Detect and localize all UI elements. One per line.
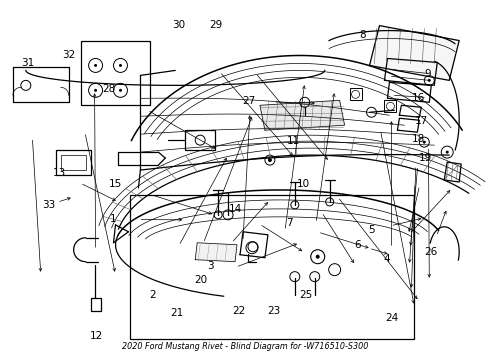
Text: 6: 6: [354, 239, 361, 249]
Bar: [385, 100, 396, 112]
Text: 33: 33: [42, 200, 55, 210]
Text: 23: 23: [268, 306, 281, 316]
Bar: [130, 195, 415, 339]
Ellipse shape: [94, 89, 97, 92]
Ellipse shape: [446, 150, 449, 154]
Text: 2: 2: [149, 290, 155, 300]
Ellipse shape: [423, 141, 426, 144]
Text: 4: 4: [383, 254, 390, 264]
Bar: [349, 88, 362, 100]
Text: 16: 16: [412, 93, 425, 103]
Text: 21: 21: [170, 308, 183, 318]
Text: 5: 5: [368, 225, 375, 235]
Text: 30: 30: [172, 20, 186, 30]
Text: 12: 12: [90, 331, 103, 341]
Text: 1: 1: [110, 215, 117, 224]
Text: 22: 22: [233, 306, 246, 316]
Polygon shape: [369, 26, 459, 80]
Text: 8: 8: [359, 30, 366, 40]
Ellipse shape: [428, 79, 431, 82]
Text: 15: 15: [109, 179, 122, 189]
Bar: [61, 155, 86, 170]
Text: 19: 19: [419, 153, 432, 163]
Text: 31: 31: [21, 58, 34, 68]
Polygon shape: [195, 243, 237, 262]
Text: 26: 26: [424, 247, 437, 257]
Ellipse shape: [316, 255, 319, 259]
Text: 29: 29: [209, 20, 222, 30]
Text: 7: 7: [286, 218, 292, 228]
Ellipse shape: [268, 158, 272, 162]
Text: 9: 9: [425, 69, 431, 79]
Bar: [81, 41, 150, 105]
Bar: [185, 130, 215, 150]
Ellipse shape: [94, 64, 97, 67]
Text: 24: 24: [385, 313, 398, 323]
Text: 14: 14: [229, 204, 242, 214]
Text: 11: 11: [287, 136, 300, 145]
Text: 25: 25: [299, 290, 313, 300]
Text: 32: 32: [62, 50, 75, 60]
Text: 10: 10: [297, 179, 310, 189]
Text: 13: 13: [53, 168, 66, 178]
Text: 20: 20: [195, 275, 208, 285]
Text: 2020 Ford Mustang Rivet - Blind Diagram for -W716510-S300: 2020 Ford Mustang Rivet - Blind Diagram …: [122, 342, 368, 351]
Text: 27: 27: [242, 96, 255, 106]
Ellipse shape: [119, 89, 122, 92]
Polygon shape: [260, 100, 344, 130]
Ellipse shape: [119, 64, 122, 67]
Text: 17: 17: [415, 116, 428, 126]
Text: 3: 3: [208, 261, 214, 271]
Text: 18: 18: [412, 134, 425, 144]
Text: 28: 28: [103, 84, 116, 94]
